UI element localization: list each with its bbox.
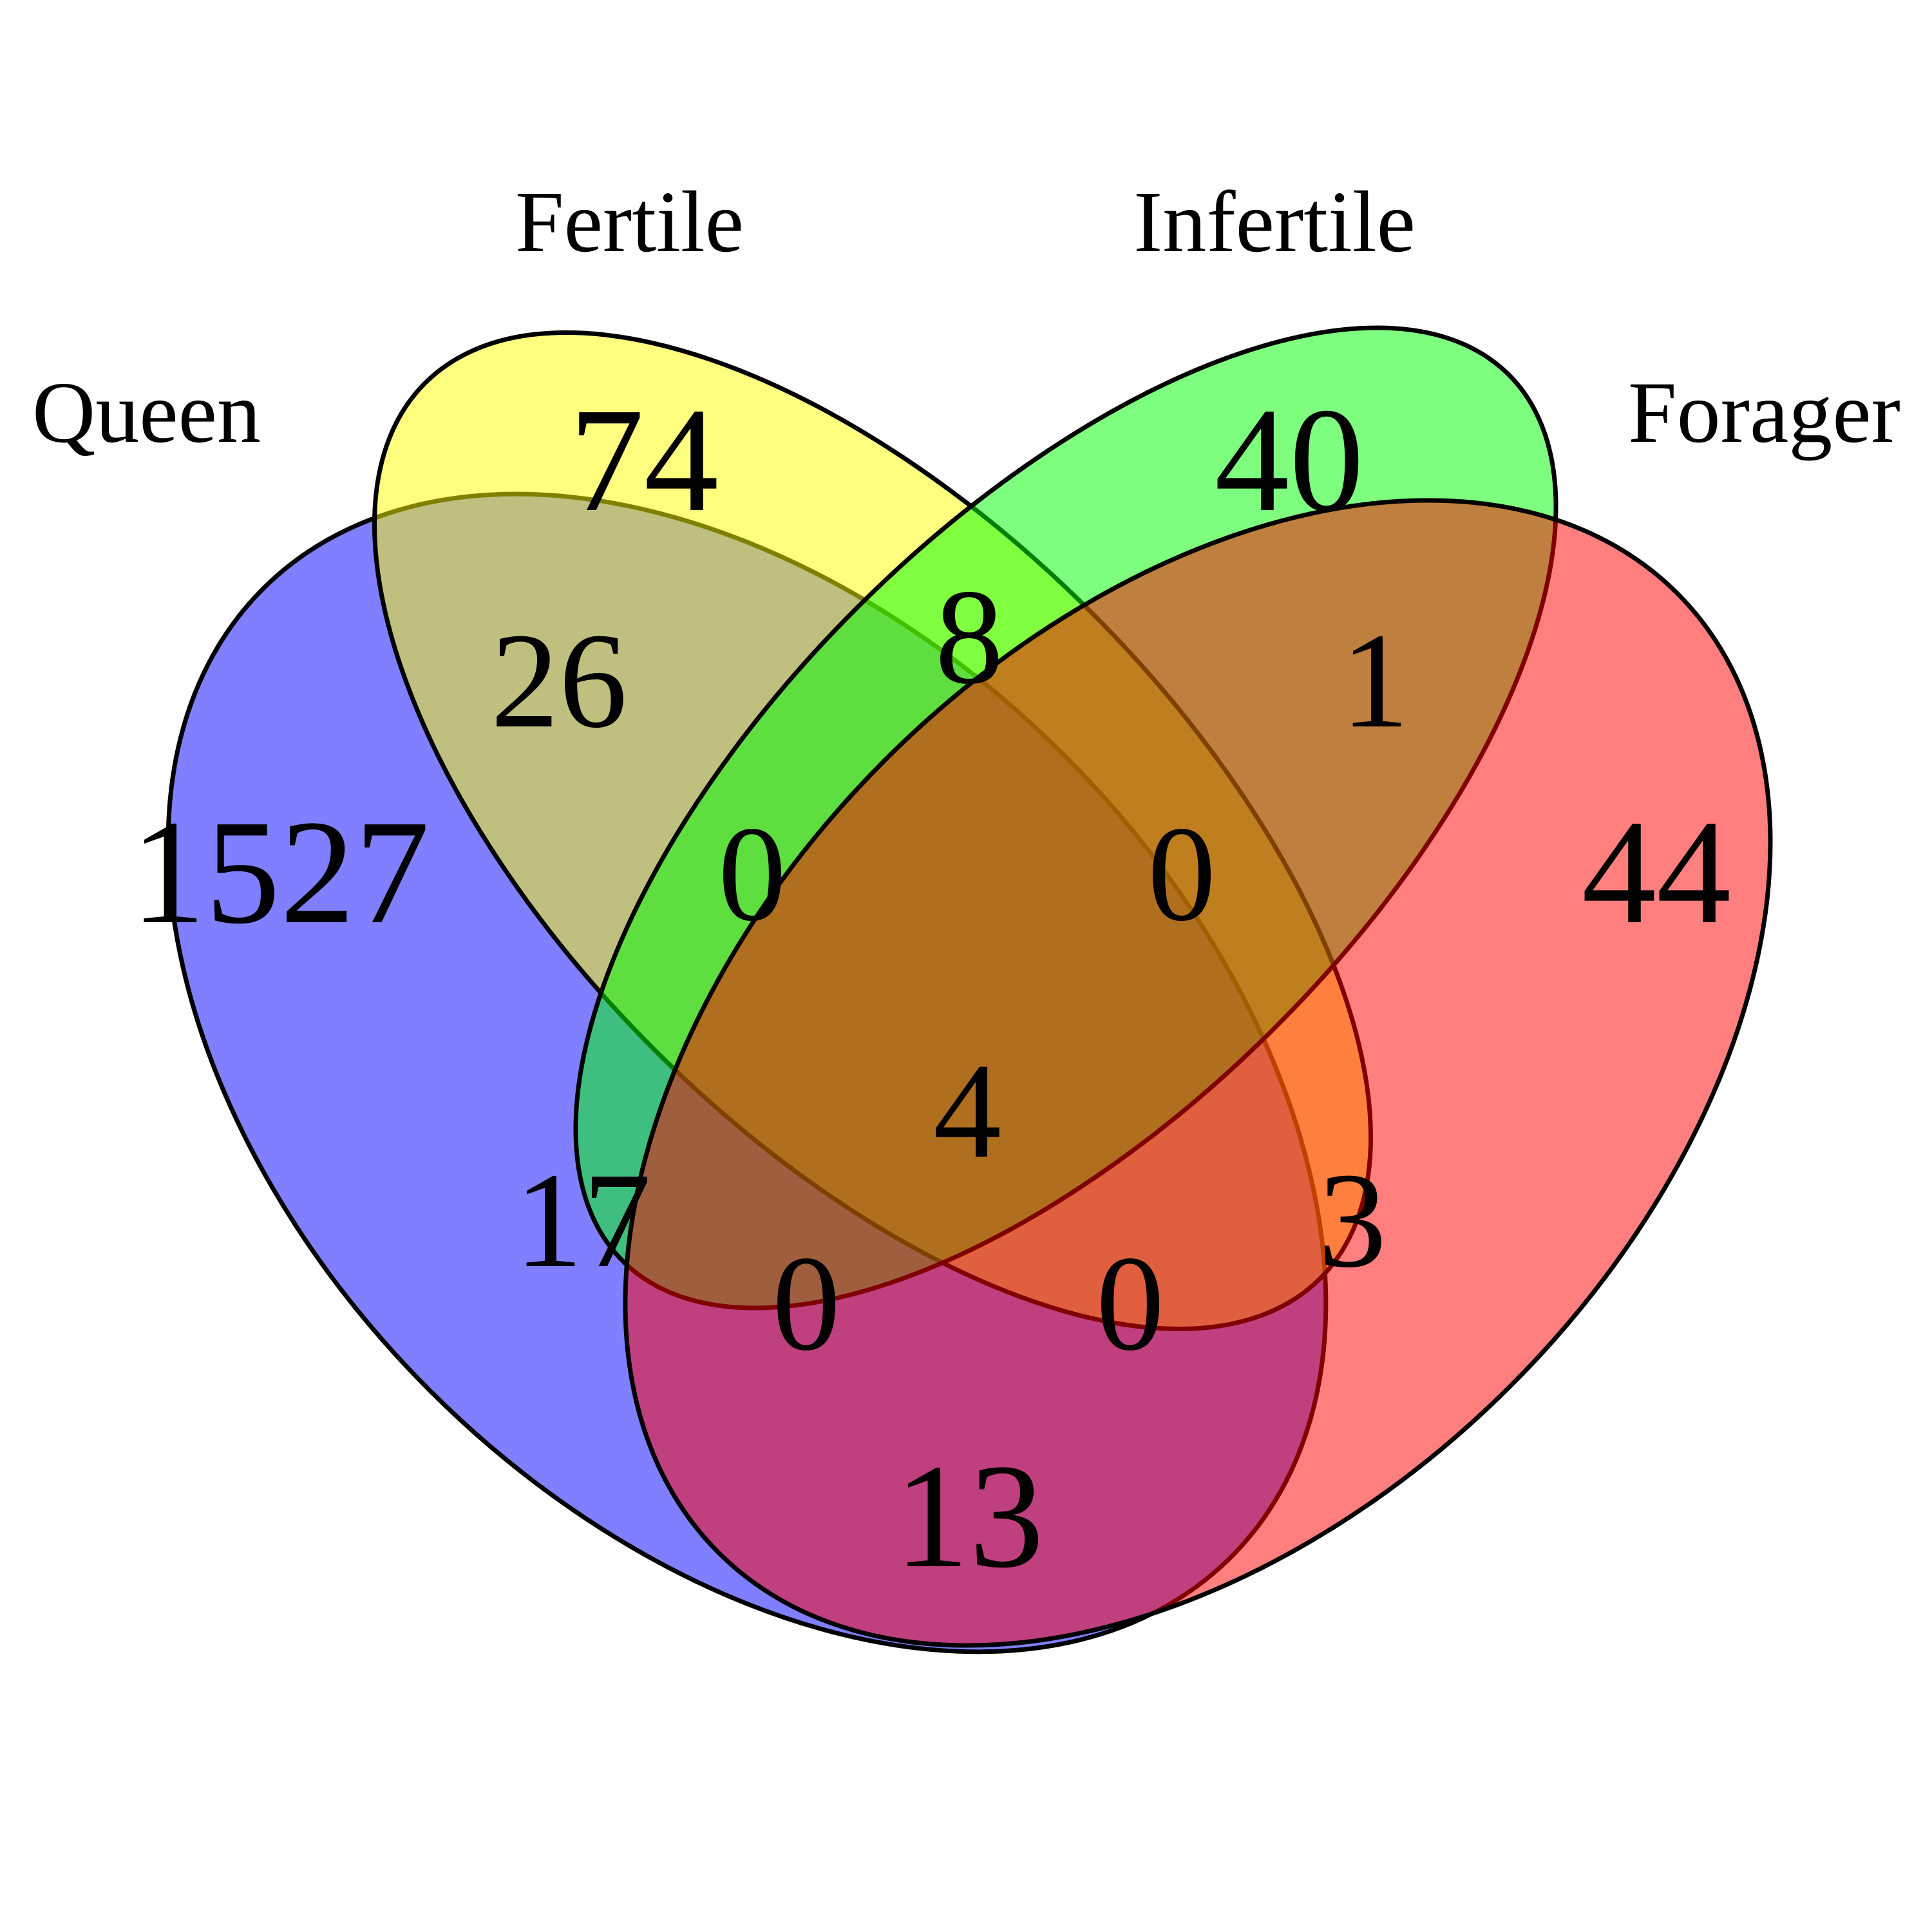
count-queen-fertile-infertile: 0 <box>718 798 786 949</box>
count-queen-infertile: 17 <box>515 1144 651 1296</box>
count-fertile-forager: 3 <box>1318 1144 1387 1296</box>
count-fertile-infertile: 8 <box>935 561 1003 712</box>
set-label-fertile: Fertile <box>515 174 744 270</box>
count-infertile-only: 40 <box>1215 377 1364 543</box>
set-label-infertile: Infertile <box>1133 174 1416 270</box>
count-forager-only: 44 <box>1582 790 1731 955</box>
count-fertile-infertile-forager: 0 <box>1148 798 1216 949</box>
set-label-forager: Forager <box>1628 365 1900 461</box>
set-label-queen: Queen <box>32 365 261 461</box>
count-queen-forager: 13 <box>895 1434 1044 1599</box>
count-all-four: 4 <box>933 1035 1001 1186</box>
count-infertile-forager: 1 <box>1341 605 1409 756</box>
count-queen-infertile-forager: 0 <box>772 1227 840 1379</box>
count-queen-fertile: 26 <box>491 605 627 756</box>
count-queen-only: 1527 <box>131 790 430 955</box>
count-fertile-only: 74 <box>569 377 719 543</box>
count-queen-fertile-forager: 0 <box>1096 1227 1164 1379</box>
ellipse-forager <box>623 498 1773 1648</box>
